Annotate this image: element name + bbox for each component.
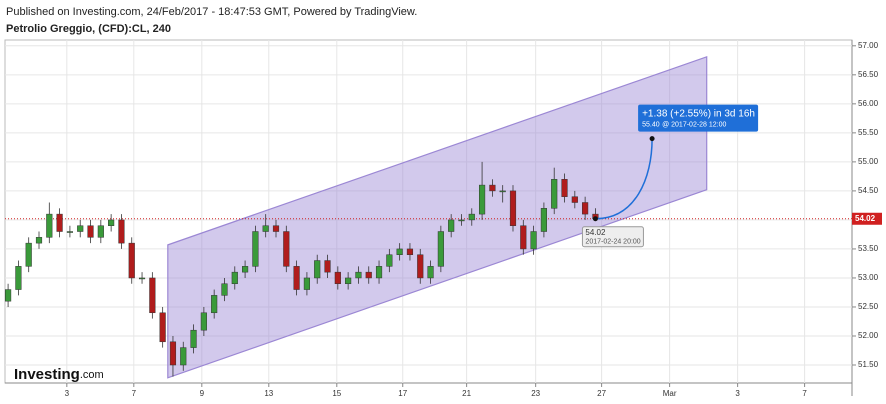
x-tick-label: 27 [597, 389, 606, 398]
last-price-tooltip-time: 2017-02-24 20:00 [585, 239, 640, 246]
y-tick-label: 55.50 [858, 128, 879, 137]
candle-body [489, 184, 496, 192]
candle-body [159, 312, 166, 343]
projection-line [595, 138, 653, 220]
y-tick-label: 52.00 [858, 331, 879, 340]
candle-body [128, 242, 135, 279]
candle-body [417, 254, 424, 279]
candle-body [396, 248, 403, 255]
candle-body [15, 266, 22, 290]
candle-body [149, 277, 156, 314]
candle-body [499, 190, 506, 193]
candle-body [437, 231, 444, 267]
candle-body [293, 266, 300, 290]
last-price-tooltip [581, 226, 644, 248]
projection-start [592, 216, 598, 222]
candle-body [561, 179, 568, 197]
logo: Investing.com [14, 366, 104, 383]
candle-body [375, 266, 383, 279]
x-tick-label: 7 [802, 389, 807, 398]
plot: 51.5052.0052.5053.0053.5054.0054.5055.00… [5, 40, 879, 398]
candle-body [252, 231, 259, 267]
candle-body [365, 271, 372, 279]
x-tick-label: 23 [531, 389, 540, 398]
y-tick-label: 56.00 [858, 99, 879, 108]
candle-body [458, 219, 465, 222]
x-tick-label: 3 [65, 389, 70, 398]
candle-body [46, 213, 53, 238]
x-tick-label: 21 [462, 389, 471, 398]
candle-body [211, 295, 218, 314]
y-tick-label: 51.50 [858, 360, 879, 369]
candle-body [582, 202, 589, 215]
candle-body [324, 260, 331, 273]
candle-body [509, 190, 517, 226]
candle-body [345, 277, 352, 285]
projection-price: 55.40 [642, 122, 660, 129]
candle-body [200, 312, 207, 331]
candle-body [314, 260, 321, 279]
candle-body [35, 237, 43, 244]
candle-body [478, 184, 486, 215]
candle-body [386, 254, 393, 267]
candle-body [242, 266, 249, 273]
candle-body [571, 196, 578, 203]
candle-body [77, 225, 84, 232]
candle-body [334, 271, 341, 285]
candle-body [190, 329, 197, 348]
x-tick-label: 7 [132, 389, 137, 398]
projection-time: @ 2017-02-28 12:00 [662, 122, 726, 129]
candle-body [5, 289, 12, 302]
x-tick-label: Mar [663, 389, 677, 398]
x-tick-label: 3 [735, 389, 740, 398]
x-tick-label: 9 [200, 389, 205, 398]
candle-body [272, 225, 280, 232]
candle-body [530, 231, 537, 250]
header: Published on Investing.com, 24/Feb/2017 … [6, 6, 417, 18]
y-tick-label: 56.50 [858, 70, 879, 79]
candle-body [180, 347, 187, 366]
projection-label: +1.38 (+2.55%) in 3d 16h [642, 108, 755, 119]
candle-body [87, 225, 94, 238]
projection-callout [638, 104, 759, 132]
candle-body [66, 231, 73, 233]
projection-end [649, 136, 655, 142]
y-tick-label: 52.50 [858, 302, 879, 311]
candle-body [25, 242, 32, 267]
candle-body [406, 248, 414, 255]
chart-title: Petrolio Greggio, (CFD):CL, 240 [6, 23, 171, 35]
y-tick-label: 53.50 [858, 244, 879, 253]
candle-body [221, 283, 228, 296]
candle-body [56, 213, 63, 232]
channel [167, 55, 708, 379]
y-tick-label: 53.00 [858, 273, 879, 282]
candle-body [231, 271, 238, 285]
candle-body [448, 219, 455, 232]
candle-body [97, 225, 104, 238]
candle-body [540, 208, 547, 232]
candle-body [108, 219, 115, 226]
candle-body [118, 219, 125, 244]
candle-body [551, 179, 558, 209]
candle-body [262, 225, 269, 232]
candle-body [468, 213, 475, 221]
x-tick-label: 15 [332, 389, 341, 398]
y-tick-label: 57.00 [858, 41, 879, 50]
candle-body [355, 271, 362, 279]
x-tick-label: 17 [398, 389, 407, 398]
x-tick-label: 13 [264, 389, 273, 398]
last-price-tag-label: 54.02 [855, 214, 876, 223]
last-price-tag [852, 212, 882, 225]
y-tick-label: 55.00 [858, 157, 879, 166]
candle-body [283, 231, 290, 267]
candle-body [520, 225, 527, 250]
candle-body [427, 266, 434, 279]
candle-body [169, 341, 177, 366]
candle-body [303, 277, 310, 290]
candle-body [138, 277, 146, 280]
last-price-tooltip-price: 54.02 [585, 228, 606, 237]
y-tick-label: 54.50 [858, 186, 879, 195]
